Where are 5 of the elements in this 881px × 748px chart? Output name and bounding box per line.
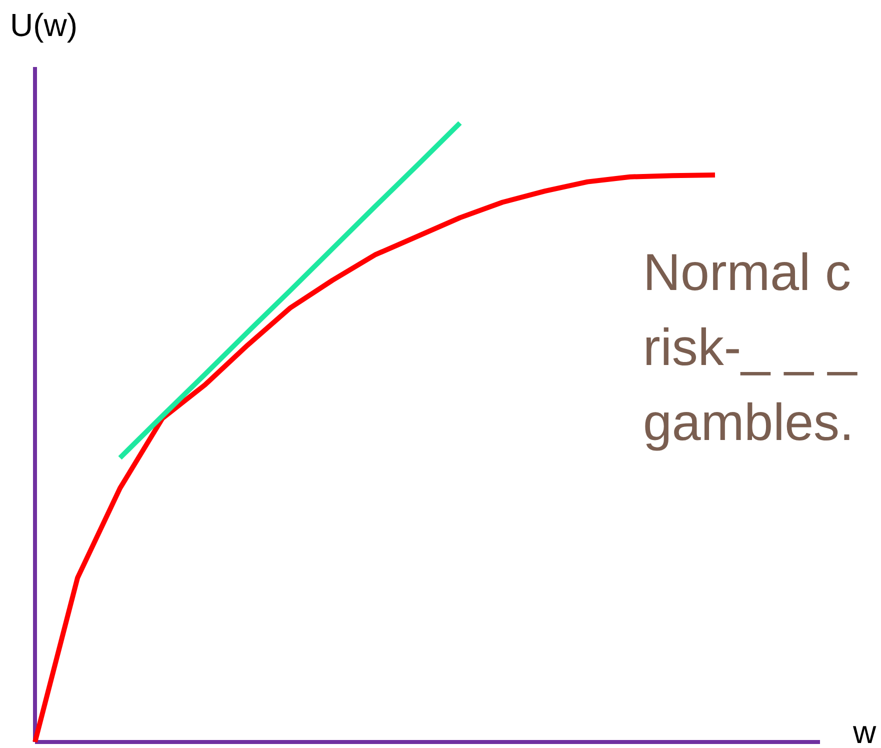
x-axis-title: w (852, 714, 877, 748)
annotation: Normal c (643, 244, 852, 302)
annotation: risk-_ _ _ (643, 319, 858, 377)
annotation: gambles. (643, 394, 854, 452)
y-axis-title: U(w) (10, 7, 78, 43)
